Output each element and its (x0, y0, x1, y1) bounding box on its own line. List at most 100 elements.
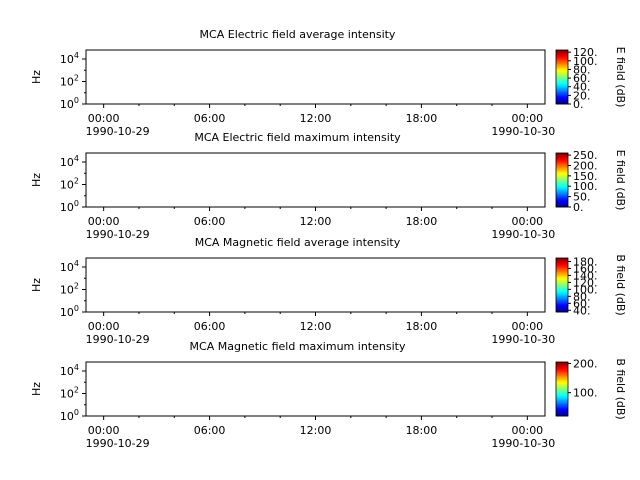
colorbar-segment (556, 193, 568, 196)
x-tick-label: 00:00 (511, 215, 543, 228)
colorbar-segment (556, 99, 568, 102)
colorbar: 0.20.40.60.80.100.120. E field (dB) (555, 46, 627, 111)
colorbar-segment (556, 159, 568, 162)
colorbar-tick-label: 0. (573, 98, 584, 111)
colorbar-tick-label: 100. (573, 180, 598, 193)
colorbar-segment (556, 50, 568, 52)
colorbar-segment (556, 198, 568, 201)
x-tick-label: 00:00 (511, 112, 543, 125)
x-tick-label: 00:00 (88, 215, 120, 228)
colorbar-segment (556, 101, 568, 104)
x-tick-label: 06:00 (194, 112, 226, 125)
colorbar-segment (556, 64, 568, 67)
x-tick-label: 18:00 (406, 215, 438, 228)
colorbar-segment (556, 177, 568, 180)
colorbar-segment (556, 165, 568, 167)
colorbar-segment (556, 202, 568, 205)
colorbar-segment (556, 197, 568, 200)
colorbar-segment (556, 154, 568, 157)
colorbar-tick-label: 40. (573, 81, 591, 94)
colorbar-segment (556, 72, 568, 75)
colorbar-tick-label: 0. (573, 201, 584, 214)
x-tick-label: 12:00 (300, 215, 332, 228)
colorbar-segment (556, 81, 568, 83)
colorbar-segment (556, 158, 568, 161)
colorbar-segment (556, 170, 568, 173)
colorbar-segment (556, 161, 568, 163)
colorbar-segment (556, 184, 568, 186)
colorbar-segment (556, 93, 568, 95)
panel-3: MCA Magnetic field average intensityHz10… (30, 236, 627, 346)
panel-2: MCA Electric field maximum intensity Hz 10… (30, 131, 627, 241)
colorbar-segment (556, 192, 568, 194)
colorbar-tick-label: 50. (573, 191, 591, 204)
colorbar-segment (556, 180, 568, 182)
x-tick-label: 06:00 (194, 215, 226, 228)
colorbar-tick-label: 200. (573, 159, 598, 172)
colorbar-segment (556, 75, 568, 78)
x-tick-label: 00:00 (88, 112, 120, 125)
colorbar-segment (556, 190, 568, 193)
colorbar-segment (556, 175, 568, 178)
y-tick-label: 104 (60, 51, 79, 66)
colorbar-segment (556, 186, 568, 189)
colorbar-segment (556, 157, 568, 159)
colorbar-segment (556, 56, 568, 59)
axes-frame (85, 152, 546, 208)
colorbar-segment (556, 163, 568, 166)
colorbar-segment (556, 178, 568, 181)
colorbar-segment (556, 97, 568, 99)
y-tick-label: 102 (60, 177, 79, 192)
y-tick-label: 102 (60, 74, 79, 89)
colorbar-segment (556, 70, 568, 72)
colorbar-segment (556, 171, 568, 174)
colorbar-segment (556, 188, 568, 190)
x-tick-label: 12:00 (300, 112, 332, 125)
colorbar-tick-label: 100. (573, 55, 598, 68)
colorbar-segment (556, 74, 568, 77)
y-tick-label: 100 (60, 199, 79, 214)
colorbar-tick-label: 60. (573, 72, 591, 85)
colorbar-segment (556, 194, 568, 197)
colorbar-segment (556, 82, 568, 85)
y-axis-label: Hz (30, 70, 43, 84)
colorbar-segment (556, 66, 568, 68)
colorbar-segment (556, 169, 568, 171)
colorbar: 0.50.100.150.200.250. E field (dB) (555, 149, 627, 214)
colorbar-frame (555, 152, 569, 208)
colorbar-segment (556, 86, 568, 89)
axes-frame (85, 49, 546, 105)
colorbar-segment (556, 95, 568, 98)
colorbar-segment (556, 204, 568, 207)
colorbar-segment (556, 102, 568, 105)
colorbar-segment (556, 89, 568, 91)
colorbar-segment (556, 181, 568, 184)
colorbar-segment (556, 62, 568, 64)
colorbar-segment (556, 52, 568, 55)
colorbar-segment (556, 67, 568, 70)
colorbar-segment (556, 155, 568, 158)
panel-title: MCA Electric field average intensity (200, 28, 396, 41)
panel-title: MCA Electric field maximum intensity (194, 131, 401, 144)
x-tick-label: 18:00 (406, 112, 438, 125)
colorbar-segment (556, 63, 568, 66)
x-date-label: 1990-10-29 (86, 228, 150, 241)
colorbar-segment (556, 78, 568, 81)
colorbar-segment (556, 98, 568, 101)
colorbar-segment (556, 167, 568, 170)
panel-1: MCA Electric field average intensity Hz 10… (30, 28, 627, 138)
colorbar-label: E field (dB) (614, 150, 627, 211)
colorbar-segment (556, 162, 568, 165)
colorbar-segment (556, 77, 568, 79)
colorbar-segment (556, 90, 568, 93)
colorbar-segment (556, 182, 568, 185)
colorbar-segment (556, 196, 568, 198)
colorbar-segment (556, 71, 568, 74)
x-date-label: 1990-10-30 (491, 125, 555, 138)
colorbar-segment (556, 85, 568, 87)
y-tick-label: 104 (60, 154, 79, 169)
colorbar-tick-label: 150. (573, 170, 598, 183)
colorbar-segment (556, 153, 568, 155)
colorbar-tick-label: 80. (573, 63, 591, 76)
